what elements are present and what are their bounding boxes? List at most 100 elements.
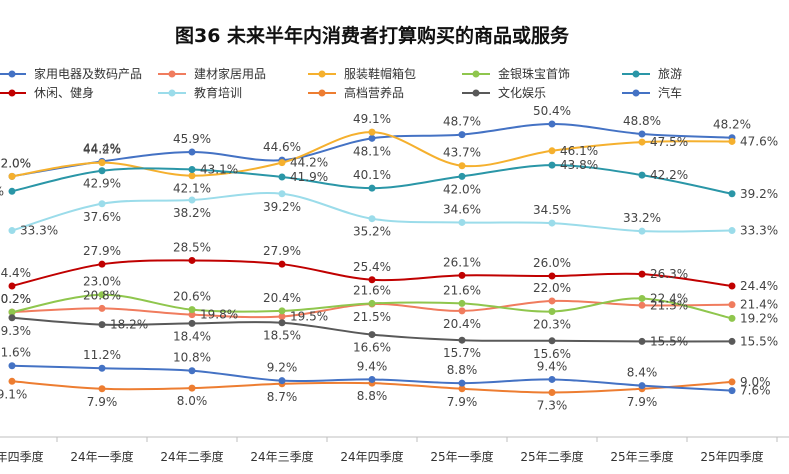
data-point bbox=[188, 196, 196, 204]
data-point bbox=[188, 367, 196, 375]
data-label: 33.2% bbox=[623, 211, 661, 225]
data-point bbox=[548, 337, 556, 345]
data-point bbox=[548, 161, 556, 169]
data-label: 43.1% bbox=[200, 162, 238, 176]
legend-item[interactable]: 文化娱乐 bbox=[462, 85, 546, 100]
data-label: 7.9% bbox=[87, 395, 118, 409]
data-point bbox=[368, 331, 376, 339]
data-point bbox=[548, 147, 556, 155]
legend-item[interactable]: 汽车 bbox=[622, 85, 682, 100]
data-label: 9.2% bbox=[267, 361, 298, 375]
data-label: 50.4% bbox=[533, 104, 571, 118]
data-label: 25.4% bbox=[353, 260, 391, 274]
data-point bbox=[638, 301, 646, 309]
data-label: 20.3% bbox=[533, 318, 571, 332]
data-label: 19.5% bbox=[290, 310, 328, 324]
legend-marker bbox=[472, 89, 480, 97]
data-label: 18.2% bbox=[110, 318, 148, 332]
data-label: 8.8% bbox=[447, 363, 478, 377]
legend-label: 休闲、健身 bbox=[34, 85, 94, 100]
data-label: 41.9% bbox=[290, 170, 328, 184]
data-label: 10.8% bbox=[173, 351, 211, 365]
data-point bbox=[728, 301, 736, 309]
data-label: 47.5% bbox=[650, 135, 688, 149]
data-label: 21.5% bbox=[353, 310, 391, 324]
data-label: 9.1% bbox=[0, 387, 27, 401]
data-point bbox=[278, 260, 286, 268]
legend-label: 汽车 bbox=[658, 85, 682, 100]
legend-item[interactable]: 教育培训 bbox=[158, 85, 242, 100]
data-point bbox=[638, 270, 646, 278]
legend-marker bbox=[168, 89, 176, 97]
data-point bbox=[278, 159, 286, 167]
data-point bbox=[98, 364, 106, 372]
chart-title: 图36 未来半年内消费者打算购买的商品或服务 bbox=[175, 24, 570, 47]
data-point bbox=[368, 134, 376, 142]
data-label: 22.0% bbox=[533, 281, 571, 295]
legend-item[interactable]: 家用电器及数码产品 bbox=[0, 66, 142, 81]
data-label: 26.1% bbox=[443, 255, 481, 269]
data-point bbox=[368, 276, 376, 284]
data-label: 15.7% bbox=[443, 346, 481, 360]
data-point bbox=[278, 307, 286, 315]
data-label: 39.2% bbox=[740, 187, 778, 201]
data-label: 48.2% bbox=[713, 118, 751, 132]
data-point bbox=[188, 148, 196, 156]
x-tick-label: 25年二季度 bbox=[520, 449, 583, 464]
legend-marker bbox=[632, 70, 640, 78]
legend-item[interactable]: 金银珠宝首饰 bbox=[462, 66, 570, 81]
data-label: 48.1% bbox=[353, 144, 391, 158]
data-point bbox=[728, 227, 736, 235]
data-label: 9.4% bbox=[357, 359, 388, 373]
data-label: 47.6% bbox=[740, 134, 778, 148]
data-point bbox=[548, 389, 556, 397]
data-point bbox=[188, 165, 196, 173]
data-label: 37.6% bbox=[83, 210, 121, 224]
data-point bbox=[458, 379, 466, 387]
data-point bbox=[8, 314, 16, 322]
data-label: 7.6% bbox=[740, 384, 771, 398]
data-label: 20.2% bbox=[0, 292, 31, 306]
data-label: 45.9% bbox=[173, 132, 211, 146]
data-point bbox=[728, 314, 736, 322]
data-point bbox=[458, 218, 466, 226]
legend-item[interactable]: 高档营养品 bbox=[308, 85, 404, 100]
data-label: 49.1% bbox=[353, 112, 391, 126]
legend-item[interactable]: 休闲、健身 bbox=[0, 85, 94, 100]
data-label: 48.8% bbox=[623, 114, 661, 128]
data-label: 42.0% bbox=[0, 156, 31, 170]
data-label: 44.6% bbox=[263, 140, 301, 154]
data-label: 15.6% bbox=[533, 347, 571, 361]
data-label: 26.0% bbox=[533, 256, 571, 270]
legend-item[interactable]: 旅游 bbox=[622, 67, 682, 81]
data-point bbox=[98, 385, 106, 393]
data-label: 11.2% bbox=[83, 348, 121, 362]
data-label: 26.3% bbox=[650, 267, 688, 281]
data-label: 35.2% bbox=[353, 225, 391, 239]
data-point bbox=[728, 387, 736, 395]
data-label: 44.2% bbox=[290, 156, 328, 170]
data-point bbox=[98, 291, 106, 299]
data-point bbox=[638, 337, 646, 345]
data-label: 38.2% bbox=[173, 206, 211, 220]
data-label: 21.6% bbox=[353, 283, 391, 297]
legend-label: 高档营养品 bbox=[344, 85, 404, 100]
data-point bbox=[728, 378, 736, 386]
data-label: 42.9% bbox=[83, 177, 121, 191]
data-label: 24.4% bbox=[0, 266, 31, 280]
data-label: 20.4% bbox=[443, 317, 481, 331]
legend-item[interactable]: 建材家居用品 bbox=[158, 66, 266, 81]
data-label: 27.9% bbox=[83, 244, 121, 258]
data-point bbox=[278, 319, 286, 327]
data-point bbox=[98, 321, 106, 329]
data-point bbox=[98, 304, 106, 312]
data-label: 20.6% bbox=[173, 290, 211, 304]
data-label: 21.4% bbox=[740, 298, 778, 312]
data-point bbox=[368, 299, 376, 307]
data-label: 39.2% bbox=[263, 200, 301, 214]
legend-item[interactable]: 服装鞋帽箱包 bbox=[308, 66, 416, 81]
data-point bbox=[8, 227, 16, 235]
data-label: 16.6% bbox=[353, 341, 391, 355]
data-point bbox=[548, 375, 556, 383]
x-tick-label: 25年四季度 bbox=[700, 449, 763, 464]
